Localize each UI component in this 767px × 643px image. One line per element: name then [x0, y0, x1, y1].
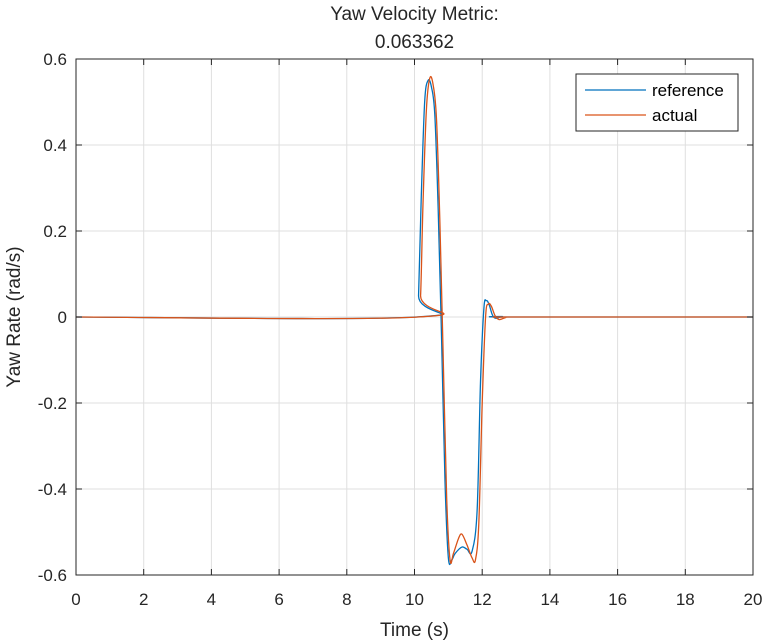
y-tick-label: -0.4 — [38, 480, 67, 499]
x-tick-label: 2 — [139, 590, 148, 609]
legend-box — [575, 73, 739, 132]
legend-label-actual: actual — [652, 106, 697, 125]
x-tick-label: 14 — [540, 590, 559, 609]
y-tick-label: 0.4 — [43, 136, 67, 155]
x-axis-label: Time (s) — [380, 620, 449, 641]
series-lines — [75, 75, 754, 566]
x-tick-label: 10 — [405, 590, 424, 609]
y-tick-label: -0.2 — [38, 394, 67, 413]
series-line-actual — [75, 75, 754, 565]
legend: reference actual — [575, 73, 739, 132]
x-tick-label: 18 — [676, 590, 695, 609]
x-tick-label: 20 — [744, 590, 763, 609]
chart-title: Yaw Velocity Metric: — [330, 4, 499, 25]
y-tick-label: 0.6 — [43, 50, 67, 69]
y-axis-label: Yaw Rate (rad/s) — [4, 246, 25, 387]
y-tick-label: -0.6 — [38, 566, 67, 585]
x-tick-label: 16 — [608, 590, 627, 609]
chart-subtitle: 0.063362 — [375, 32, 454, 53]
axis-ticks: 0 2 4 6 8 10 12 14 16 18 20 -0.6 -0.4 -0.2 0 0.2 0.4 0.6 — [38, 50, 763, 609]
x-tick-label: 6 — [274, 590, 283, 609]
x-tick-label: 0 — [71, 590, 80, 609]
y-tick-label: 0.2 — [43, 222, 67, 241]
legend-label-reference: reference — [652, 81, 724, 100]
x-tick-label: 8 — [342, 590, 351, 609]
y-tick-label: 0 — [58, 308, 67, 327]
x-tick-label: 4 — [207, 590, 216, 609]
x-tick-label: 12 — [473, 590, 492, 609]
